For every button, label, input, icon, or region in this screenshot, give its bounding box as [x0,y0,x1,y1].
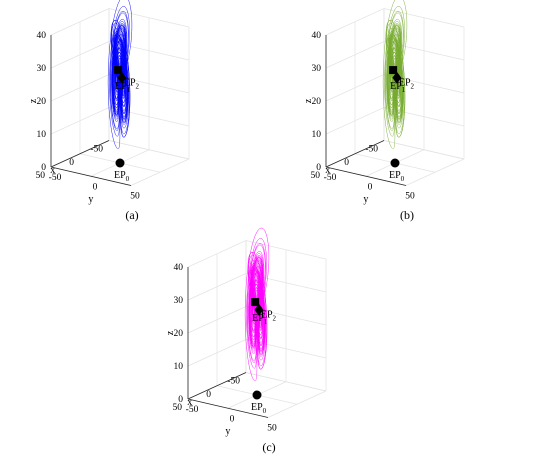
z-tick-label: 10 [174,362,184,372]
attractor-trajectory [247,252,268,370]
attractor-trajectory [248,250,265,355]
x-tick-label: 50 [36,171,46,181]
attractor-trajectory [111,18,128,123]
z-tick-label: 40 [174,263,184,273]
y-tick-label: -50 [49,173,62,183]
x-axis-label: x [187,397,192,408]
ep1-marker [114,66,123,75]
ep2-marker [392,71,402,84]
ep0-marker [252,390,262,400]
y-axis-label: y [88,194,93,205]
attractor-trajectory [110,20,131,138]
x-tick-label: 50 [311,171,321,181]
x-tick-label: 0 [206,390,211,400]
z-tick-label: 0 [41,163,46,173]
ep2-label: EP2 [261,310,277,323]
panel-a: 0 10 20 30 40 50 0 -50 -50 0 50 x y z EP0 EP1 EP2 (a) [0,0,275,232]
z-tick-label: 20 [37,97,47,107]
axes [325,35,407,186]
x-tick-label: 50 [173,403,183,413]
attractor-trajectory [385,12,404,129]
ep2-marker [254,303,264,316]
ep1-marker [389,66,398,75]
y-axis-line [187,398,269,418]
x-axis-label: x [325,165,330,176]
grid-line [405,158,465,186]
z-tick-label: 40 [37,31,47,41]
panel-b: 0 10 20 30 40 50 0 -50 -50 0 50 x y z EP0 EP1 EP2 (b) [275,0,550,232]
caption-a: (a) [125,208,139,222]
ep2-label: EP2 [399,78,415,91]
y-tick-label: 0 [230,414,235,424]
z-tick-label: 0 [316,163,321,173]
axes [50,35,132,186]
attractor-trajectory [110,12,129,129]
z-axis-label: z [165,330,176,335]
attractor-trajectory [385,20,406,138]
grid-line [267,390,327,418]
x-axis-line [325,140,385,168]
ep2-marker [117,71,127,84]
attractor-series [382,0,408,150]
panel-c: 0 10 20 30 40 50 0 -50 -50 0 50 x y z EP0 EP1 EP2 (c) [137,227,412,463]
ep1-label: EP1 [252,313,268,326]
z-tick-label: 30 [312,64,322,74]
grid-line [130,158,190,186]
attractor-trajectory [386,18,403,123]
z-tick-label: 10 [37,130,47,140]
y-axis-label: y [363,194,368,205]
z-tick-label: 40 [312,31,322,41]
z-axis-label: z [28,98,39,103]
y-tick-label: -50 [324,173,337,183]
x-tick-label: -50 [90,145,103,155]
y-axis-line [325,166,407,186]
ep1-marker [251,298,260,307]
y-tick-label: -50 [186,405,199,415]
attractor-trajectory [247,244,266,361]
z-tick-label: 20 [312,97,322,107]
y-tick-label: 0 [368,182,373,192]
z-tick-label: 20 [174,329,184,339]
x-tick-label: -50 [227,377,240,387]
z-tick-label: 30 [174,296,184,306]
z-tick-label: 0 [178,395,183,405]
z-tick-label: 30 [37,64,47,74]
ep0-label: EP0 [114,170,130,183]
x-axis-label: x [50,165,55,176]
x-tick-label: -50 [365,145,378,155]
caption-c: (c) [262,440,276,454]
x-tick-label: 0 [344,158,349,168]
ep0-label: EP0 [251,402,267,415]
y-tick-label: 50 [130,192,140,202]
ep1-label: EP1 [115,81,131,94]
y-axis-line [50,166,132,186]
ep1-label: EP1 [390,81,406,94]
y-axis-label: y [225,426,230,437]
x-axis-line [187,372,247,400]
z-tick-label: 10 [312,130,322,140]
x-axis-line [50,140,110,168]
x-tick-label: 0 [69,158,74,168]
axes [187,267,269,418]
ep0-label: EP0 [389,170,405,183]
z-axis-label: z [303,98,314,103]
caption-b: (b) [400,208,414,222]
y-tick-label: 50 [267,424,277,434]
y-tick-label: 50 [405,192,415,202]
ep2-label: EP2 [124,78,140,91]
ep0-marker [115,158,125,168]
y-tick-label: 0 [93,182,98,192]
ep0-marker [390,158,400,168]
